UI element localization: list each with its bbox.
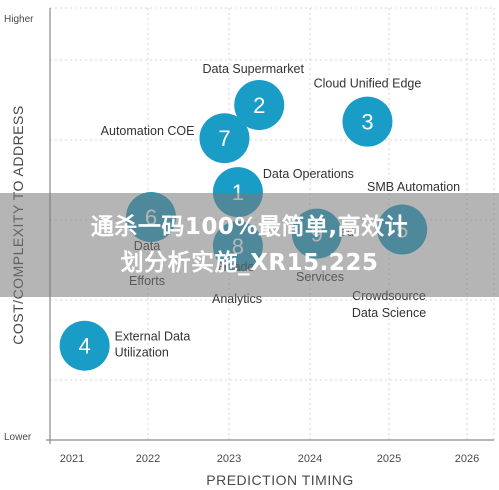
data-point: 7 <box>199 113 250 164</box>
watermark-text: 通杀一码100%最简单,高效计 划分析实施_XR15.225 <box>35 209 465 281</box>
point-circle <box>342 96 393 147</box>
x-axis-label: PREDICTION TIMING <box>206 472 353 488</box>
point-number: 7 <box>218 126 230 151</box>
point-number: 2 <box>253 93 265 118</box>
point-label: Utilization <box>115 346 169 360</box>
x-tick-label: 2025 <box>377 453 401 465</box>
point-label: Data Operations <box>263 167 354 181</box>
y-tick-label: Higher <box>4 14 34 25</box>
point-circle <box>234 80 285 130</box>
point-number: 4 <box>79 334 91 359</box>
data-point: 3 <box>342 96 393 147</box>
point-circle <box>59 320 110 371</box>
watermark-line-1: 通杀一码100%最简单,高效计 <box>90 214 409 240</box>
extra-label: SMB Automation <box>367 180 460 194</box>
x-tick-label: 2026 <box>455 453 479 465</box>
x-tick-label: 2021 <box>60 453 84 465</box>
point-label: External Data <box>115 330 191 344</box>
watermark-line-2: 划分析实施_XR15.225 <box>120 250 379 276</box>
point-label: Cloud Unified Edge <box>314 77 422 91</box>
watermark-banner: 通杀一码100%最简单,高效计 划分析实施_XR15.225 <box>0 193 499 297</box>
x-tick-label: 2024 <box>298 453 322 465</box>
point-number: 3 <box>361 110 373 135</box>
point-label: Automation COE <box>101 124 195 138</box>
x-tick-labels: 2021 2022 2023 2024 2025 2026 <box>60 453 479 465</box>
y-tick-labels: Higher Lower <box>4 14 34 443</box>
y-tick-label: Lower <box>4 432 32 443</box>
point-circle <box>199 113 250 164</box>
data-point: 2 <box>234 80 285 130</box>
extra-label: Data Science <box>352 306 426 320</box>
point-label: Data Supermarket <box>203 62 305 76</box>
data-point: 4 <box>59 320 110 371</box>
x-tick-label: 2022 <box>136 453 160 465</box>
x-tick-label: 2023 <box>217 453 241 465</box>
